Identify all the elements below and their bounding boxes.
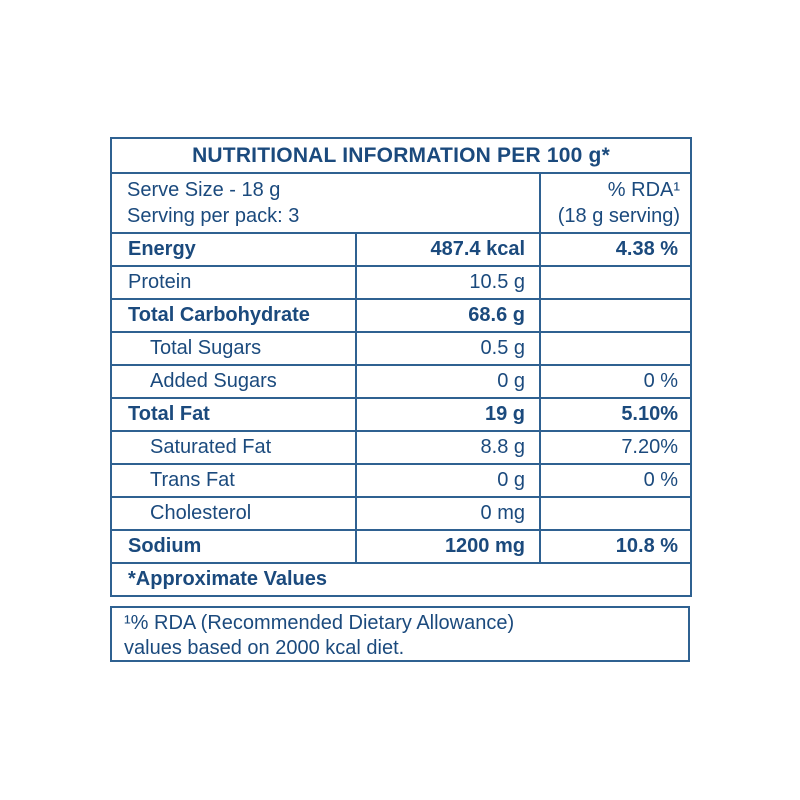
row-sodium: Sodium 1200 mg 10.8 %	[110, 529, 693, 564]
row-label: Total Sugars	[110, 331, 357, 366]
row-label: Total Carbohydrate	[110, 298, 357, 333]
row-amount: 0 g	[355, 463, 541, 498]
row-label: Trans Fat	[110, 463, 357, 498]
approximate-values-row: *Approximate Values	[109, 562, 693, 597]
row-total-sugars: Total Sugars 0.5 g	[110, 331, 693, 366]
row-rda	[538, 331, 693, 366]
row-amount: 0 g	[355, 364, 541, 399]
row-rda: 5.10%	[538, 397, 693, 432]
row-label: Added Sugars	[110, 364, 357, 399]
row-rda: 10.8 %	[538, 529, 693, 564]
row-amount: 0 mg	[355, 496, 541, 531]
row-amount: 0.5 g	[355, 331, 541, 366]
rda-footnote-line1: ¹% RDA (Recommended Dietary Allowance)	[124, 612, 515, 634]
row-saturated-fat: Saturated Fat 8.8 g 7.20%	[110, 430, 693, 465]
nutrition-table: NUTRITIONAL INFORMATION PER 100 g* Serve…	[109, 137, 693, 597]
rda-header-cell: % RDA¹ (18 g serving)	[538, 172, 693, 234]
row-label: Cholesterol	[110, 496, 357, 531]
row-cholesterol: Cholesterol 0 mg	[110, 496, 693, 531]
row-amount: 19 g	[355, 397, 541, 432]
row-amount: 8.8 g	[355, 430, 541, 465]
table-title-row: NUTRITIONAL INFORMATION PER 100 g*	[109, 137, 693, 174]
table-title: NUTRITIONAL INFORMATION PER 100 g*	[109, 137, 693, 174]
table-header-row: Serve Size - 18 g Serving per pack: 3 % …	[110, 172, 693, 234]
row-added-sugars: Added Sugars 0 g 0 %	[110, 364, 693, 399]
row-rda: 4.38 %	[538, 232, 693, 267]
row-rda	[538, 265, 693, 300]
row-protein: Protein 10.5 g	[110, 265, 693, 300]
rda-footnote-line2: values based on 2000 kcal diet.	[124, 637, 405, 659]
row-rda: 0 %	[538, 463, 693, 498]
row-total-fat: Total Fat 19 g 5.10%	[110, 397, 693, 432]
row-amount: 68.6 g	[355, 298, 541, 333]
rda-header-line1: % RDA¹	[607, 179, 681, 201]
row-energy: Energy 487.4 kcal 4.38 %	[110, 232, 693, 267]
row-label: Sodium	[110, 529, 357, 564]
row-label: Total Fat	[110, 397, 357, 432]
row-rda	[538, 298, 693, 333]
row-rda: 7.20%	[538, 430, 693, 465]
row-amount: 1200 mg	[355, 529, 541, 564]
serve-size-line: Serve Size - 18 g	[127, 179, 281, 201]
row-amount: 487.4 kcal	[355, 232, 541, 267]
rda-footnote-box: ¹% RDA (Recommended Dietary Allowance) v…	[110, 606, 690, 662]
row-trans-fat: Trans Fat 0 g 0 %	[110, 463, 693, 498]
row-total-carbohydrate: Total Carbohydrate 68.6 g	[110, 298, 693, 333]
approximate-values-label: *Approximate Values	[109, 562, 693, 597]
rda-header-line2: (18 g serving)	[557, 205, 681, 227]
row-label: Protein	[110, 265, 357, 300]
row-rda: 0 %	[538, 364, 693, 399]
serving-per-pack-line: Serving per pack: 3	[127, 205, 300, 227]
row-amount: 10.5 g	[355, 265, 541, 300]
serve-size-cell: Serve Size - 18 g Serving per pack: 3	[110, 172, 541, 234]
row-label: Saturated Fat	[110, 430, 357, 465]
row-label: Energy	[110, 232, 357, 267]
row-rda	[538, 496, 693, 531]
